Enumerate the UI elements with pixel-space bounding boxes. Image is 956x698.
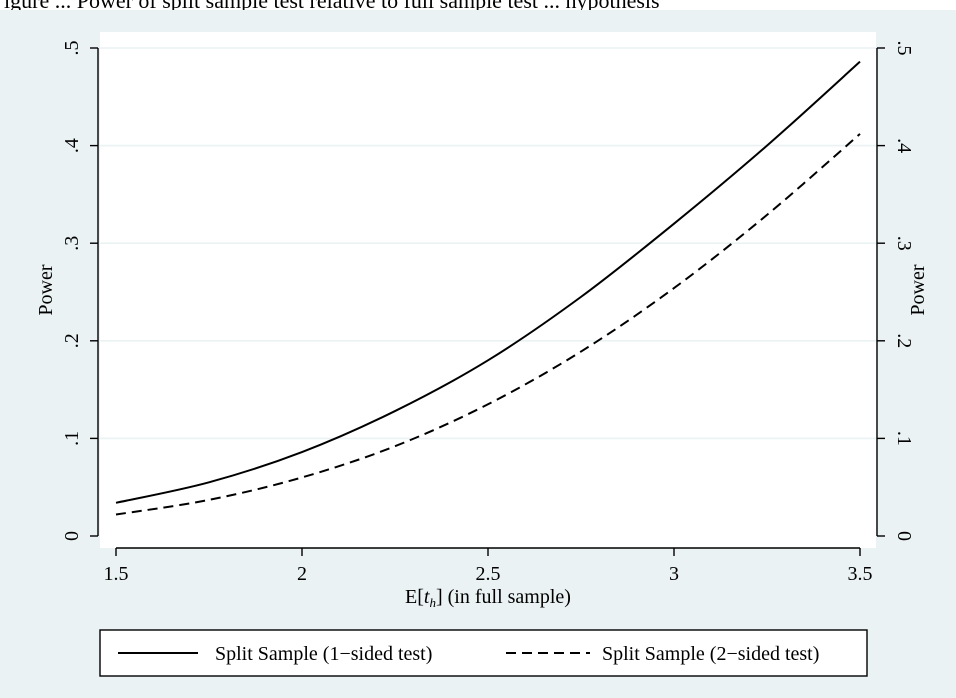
plot-area: [100, 32, 876, 548]
y-tick-label-right: .1: [893, 431, 915, 446]
y-tick-label-right: .2: [893, 333, 915, 348]
legend: Split Sample (1−sided test) Split Sample …: [99, 629, 868, 677]
series-line-1-sided: [115, 60, 861, 504]
legend-label: Split Sample (2−sided test): [602, 643, 819, 665]
x-tick-label: 1.5: [104, 563, 129, 585]
y-tick-label-left: .2: [61, 333, 83, 348]
y-tick-label-right: .5: [893, 41, 915, 56]
gridlines: [98, 47, 877, 440]
y-axis-title-left: Power: [35, 264, 57, 315]
y-tick-label-right: .4: [893, 138, 915, 153]
x-tick-label: 2.5: [476, 563, 501, 585]
y-tick-label-left: .5: [61, 41, 83, 56]
x-tick-label: 3.5: [848, 563, 873, 585]
y-tick-label-left: .3: [61, 236, 83, 251]
x-axis-title: E[th] (in full sample): [405, 586, 571, 610]
legend-label: Split Sample (1−sided test): [215, 643, 432, 665]
y-tick-label-right: .3: [893, 236, 915, 251]
x-tick-label: 3: [669, 563, 679, 585]
axes: 0 0 .1 .1 .2 .2 .3 .3 .4 .4 .5 .5 1.5 2 2.5 3 3.5 Power Po…: [35, 41, 929, 611]
legend-box: [99, 629, 868, 677]
y-tick-label-left: .4: [61, 138, 83, 153]
x-tick-label: 2: [297, 563, 307, 585]
figure-caption-fragment: igure ... Power of split sample test rel…: [4, 0, 660, 13]
y-tick-label-right: 0: [893, 531, 915, 541]
y-tick-label-left: 0: [61, 531, 83, 541]
series-line-2-sided: [115, 133, 861, 516]
y-tick-label-left: .1: [61, 431, 83, 446]
y-axis-title-right: Power: [907, 264, 929, 315]
series-lines: [115, 60, 861, 516]
